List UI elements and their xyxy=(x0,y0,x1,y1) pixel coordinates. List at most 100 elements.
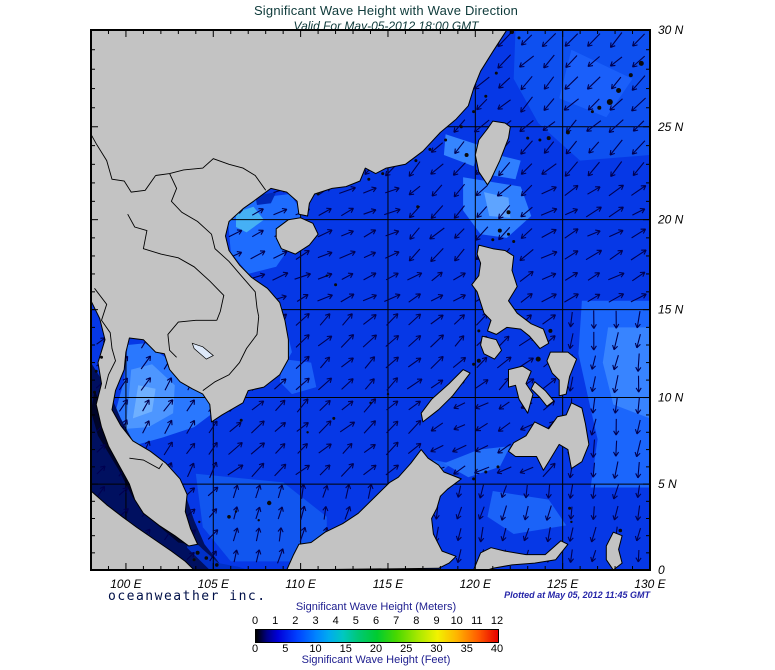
wave-arrow xyxy=(612,483,620,500)
wave-arrow xyxy=(453,424,466,431)
meters-tick-label: 0 xyxy=(251,615,259,627)
axis-label-lat: 5 N xyxy=(658,477,677,491)
wave-arrow xyxy=(563,98,579,111)
wave-arrow xyxy=(207,486,219,497)
wave-arrow xyxy=(631,97,646,112)
wave-arrow xyxy=(541,293,557,303)
land-mindanao xyxy=(508,402,590,471)
wave-arrow xyxy=(277,527,284,542)
island-dot xyxy=(472,362,476,366)
wave-arrow xyxy=(498,161,511,177)
wave-arrow xyxy=(587,56,600,68)
wave-arrow xyxy=(543,76,555,90)
wave-arrow xyxy=(364,378,375,390)
wave-arrow xyxy=(585,249,603,261)
wave-arrow xyxy=(273,250,288,259)
wave-arrow xyxy=(541,163,557,175)
wave-arrow xyxy=(407,271,423,281)
frame-ticks xyxy=(90,29,651,571)
island-dot xyxy=(616,88,622,93)
wave-arrow xyxy=(541,186,557,195)
border-vietnam-laos xyxy=(169,173,260,317)
wave-arrow xyxy=(232,527,240,542)
wave-arrow xyxy=(609,229,624,238)
land-samar-leyte xyxy=(546,351,578,397)
wave-arrow xyxy=(589,376,596,393)
wave-arrow xyxy=(478,484,485,499)
wave-arrow xyxy=(590,506,597,521)
wave-arrow xyxy=(497,54,511,69)
wave-arrow xyxy=(274,463,287,477)
wave-arrow xyxy=(613,440,620,457)
wave-arrow xyxy=(497,422,511,432)
wave-arrow xyxy=(590,310,597,329)
axis-label-lon: 120 E xyxy=(460,577,492,591)
border-myanmar-thailand xyxy=(94,288,116,389)
ocean-patch-taiwan-strait-light xyxy=(443,134,481,167)
wave-arrow xyxy=(475,379,489,389)
island-dot xyxy=(93,390,96,394)
wave-arrow xyxy=(209,461,218,479)
ocean-patch-riau-dark xyxy=(187,535,249,570)
wave-arrow xyxy=(609,139,623,156)
wave-arrow xyxy=(634,419,641,435)
wave-arrow xyxy=(634,311,641,329)
wave-arrow xyxy=(519,423,534,431)
island-dot xyxy=(628,73,633,78)
wave-arrow xyxy=(545,484,552,499)
wave-arrow xyxy=(497,443,512,454)
wave-arrow xyxy=(408,293,422,303)
island-dot xyxy=(386,392,390,396)
wave-arrow xyxy=(497,99,511,110)
wave-arrow xyxy=(340,333,355,348)
wave-arrow xyxy=(97,485,106,497)
wave-arrow xyxy=(408,313,422,326)
wave-arrow xyxy=(229,421,242,433)
wave-arrow xyxy=(408,334,422,347)
wave-arrow xyxy=(96,444,106,453)
wave-arrow xyxy=(452,356,467,369)
wave-arrow xyxy=(474,402,489,410)
wave-arrow xyxy=(363,464,377,476)
wave-arrow xyxy=(520,206,533,218)
wave-arrow xyxy=(540,207,558,216)
wave-arrow xyxy=(567,549,575,563)
land-panay-negros xyxy=(508,365,534,414)
island-dot xyxy=(367,177,371,181)
feet-tick-label: 40 xyxy=(490,643,504,655)
wave-arrow xyxy=(632,207,646,216)
axis-label-lat: 0 xyxy=(658,563,665,577)
wave-arrow xyxy=(587,293,601,303)
meters-tick-label: 12 xyxy=(490,615,504,627)
wave-arrow xyxy=(277,506,284,520)
wave-arrow xyxy=(362,334,378,348)
axis-label-lon: 100 E xyxy=(110,577,142,591)
wave-arrow xyxy=(273,207,288,216)
wave-arrow xyxy=(430,142,444,153)
wave-arrow xyxy=(118,487,129,496)
wave-arrow xyxy=(453,402,466,410)
island-dot xyxy=(94,369,98,373)
wave-arrow xyxy=(362,293,377,302)
wave-arrow xyxy=(496,356,512,369)
wave-arrow xyxy=(319,313,331,326)
wave-arrow xyxy=(209,550,217,562)
wave-arrow xyxy=(613,310,620,329)
land-asia-mainland xyxy=(91,30,508,547)
wave-arrow xyxy=(385,272,399,281)
feet-tick-label: 0 xyxy=(251,643,259,655)
wave-arrow xyxy=(455,549,462,564)
wave-arrow xyxy=(342,442,353,454)
wave-arrow xyxy=(564,76,579,90)
wave-arrow xyxy=(564,33,579,47)
ocean-patch-luzon-strait-bright xyxy=(484,192,511,218)
meters-tick-label: 9 xyxy=(433,615,440,627)
wave-arrow xyxy=(453,272,466,281)
wave-arrow xyxy=(363,186,377,194)
wave-arrow xyxy=(473,76,490,90)
island-dot xyxy=(464,153,469,157)
wave-arrow xyxy=(612,375,619,394)
wave-arrow xyxy=(295,249,310,260)
legend-title-meters: Significant Wave Height (Meters) xyxy=(295,601,457,613)
wave-arrow xyxy=(433,506,440,520)
